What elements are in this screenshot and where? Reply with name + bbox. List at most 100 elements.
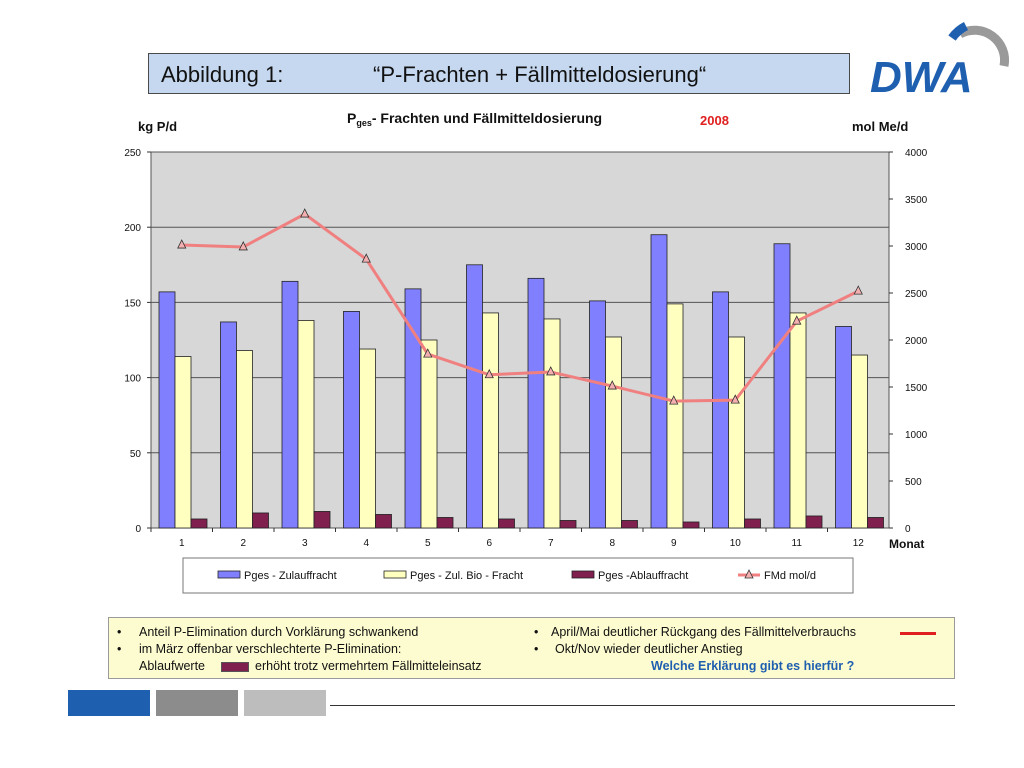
bar-ablauffracht	[682, 521, 700, 529]
y-right-tick-label: 500	[905, 477, 922, 488]
note-bullet: •	[117, 625, 122, 639]
x-tick-label: 10	[730, 538, 742, 549]
chart-title-rest: - Frachten und Fällmitteldosierung	[372, 110, 602, 126]
legend-label: FMd mol/d	[764, 570, 816, 582]
note-left-1: Anteil P-Elimination durch Vorklärung sc…	[139, 625, 419, 639]
chart: Pges- Frachten und Fällmitteldosierung 2…	[124, 110, 928, 594]
bar-zulauffracht	[220, 321, 237, 529]
y-left-tick-label: 100	[124, 374, 141, 385]
x-tick-label: 12	[853, 538, 865, 549]
bar-zulauffracht	[712, 291, 729, 529]
note-left-3b: erhöht trotz vermehrtem Fällmitteleinsat…	[255, 659, 482, 673]
legend-items: Pges - Zulauffracht Pges - Zul. Bio - Fra…	[217, 569, 816, 582]
ablauf-legend-swatch	[221, 662, 249, 672]
x-tick-label: 3	[302, 538, 308, 549]
fmd-point	[423, 348, 433, 358]
note-right-1: April/Mai deutlicher Rückgang des Fällmi…	[551, 625, 856, 639]
footer-line	[330, 705, 955, 706]
y-right-tick-label: 1000	[905, 430, 928, 441]
legend-swatch	[217, 570, 241, 579]
y-left-tick-label: 150	[124, 298, 141, 309]
x-tick-label: 4	[363, 538, 369, 549]
footer-bar-blue	[68, 690, 150, 716]
x-axis-label: Monat	[889, 537, 924, 551]
fmd-line-path	[181, 212, 859, 403]
bar-zul-bio-fracht	[666, 303, 684, 529]
bar-zul-bio-fracht	[851, 354, 868, 529]
bar-zulauffracht	[835, 326, 852, 529]
y-right-tick-label: 2500	[905, 289, 928, 300]
logo-text: DWA	[870, 53, 973, 102]
bar-ablauffracht	[867, 517, 884, 529]
note-bullet: •	[117, 642, 122, 656]
bar-zul-bio-fracht	[236, 350, 253, 529]
logo-arc-blue	[948, 21, 969, 41]
fmd-point	[669, 395, 679, 405]
legend-label: Pges -Ablauffracht	[598, 570, 688, 582]
y-right-tick-label: 4000	[905, 148, 928, 159]
logo-arc-gray	[957, 25, 1010, 67]
slide-title-label: Abbildung 1:	[161, 62, 284, 87]
bar-zul-bio-fracht	[297, 320, 315, 529]
y-left-tick-label: 50	[130, 449, 142, 460]
plot-area	[150, 151, 890, 529]
fmd-point	[792, 315, 802, 325]
bar-zul-bio-fracht	[174, 356, 192, 529]
bar-zulauffracht	[589, 300, 606, 529]
fmd-legend-swatch	[900, 632, 936, 635]
y-right-tick-label: 2000	[905, 336, 928, 347]
slide-title-box: Abbildung 1: “P-Frachten + Fällmitteldos…	[148, 53, 850, 94]
legend-swatch	[571, 570, 595, 579]
bar-ablauffracht	[805, 515, 823, 529]
bar-zul-bio-fracht	[420, 339, 438, 529]
legend-marker	[744, 569, 754, 579]
bar-ablauffracht	[252, 512, 269, 529]
bar-ablauffracht	[375, 514, 392, 529]
bar-ablauffracht	[436, 517, 454, 529]
bar-zulauffracht	[281, 280, 299, 529]
x-tick-label: 9	[671, 538, 677, 549]
axes: 0501001502002500500100015002000250030003…	[124, 148, 927, 549]
bar-ablauffracht	[744, 518, 761, 529]
y-left-tick-label: 200	[124, 223, 141, 234]
slide-title: “P-Frachten + Fällmitteldosierung“	[373, 62, 707, 87]
legend-swatch	[383, 570, 407, 579]
chart-title-sub: ges	[356, 118, 372, 128]
notes-box: • Anteil P-Elimination durch Vorklärung …	[108, 617, 955, 679]
y-left-tick-label: 250	[124, 148, 141, 159]
bar-zul-bio-fracht	[543, 318, 561, 529]
grid	[151, 226, 889, 454]
note-left-3a: Ablaufwerte	[139, 659, 206, 673]
footer-bar-gray	[156, 690, 238, 716]
fmd-point	[546, 366, 556, 376]
fmd-point	[361, 253, 371, 263]
y-right-tick-label: 1500	[905, 383, 928, 394]
y-left-tick-label: 0	[135, 524, 141, 535]
note-right-2: Okt/Nov wieder deutlicher Anstieg	[555, 642, 743, 656]
footer-bar-lightgray	[244, 690, 326, 716]
bar-ablauffracht	[559, 520, 577, 529]
bar-zulauffracht	[343, 311, 360, 529]
bar-zul-bio-fracht	[605, 336, 622, 529]
note-bullet: •	[534, 625, 539, 639]
bar-zulauffracht	[158, 291, 176, 529]
fmd-point	[300, 208, 310, 218]
chart-title-main: P	[347, 110, 356, 126]
y-right-tick-label: 3000	[905, 242, 928, 253]
y-right-tick-label: 3500	[905, 195, 928, 206]
note-left-2: im März offenbar verschlechterte P-Elimi…	[139, 642, 402, 656]
fmd-point	[177, 239, 187, 249]
x-tick-label: 11	[792, 538, 803, 549]
x-tick-label: 8	[609, 538, 615, 549]
fmd-point	[238, 241, 248, 251]
fmd-point	[484, 368, 494, 379]
bar-zulauffracht	[773, 243, 791, 529]
y-axis-right-label: mol Me/d	[852, 119, 908, 134]
bar-ablauffracht	[621, 520, 638, 529]
legend-label: Pges - Zul. Bio - Fracht	[410, 570, 523, 582]
bar-zul-bio-fracht	[789, 312, 807, 529]
fmd-line	[177, 208, 863, 405]
bar-ablauffracht	[190, 518, 208, 529]
y-axis-left-label: kg P/d	[138, 119, 177, 134]
fmd-point	[607, 380, 617, 390]
